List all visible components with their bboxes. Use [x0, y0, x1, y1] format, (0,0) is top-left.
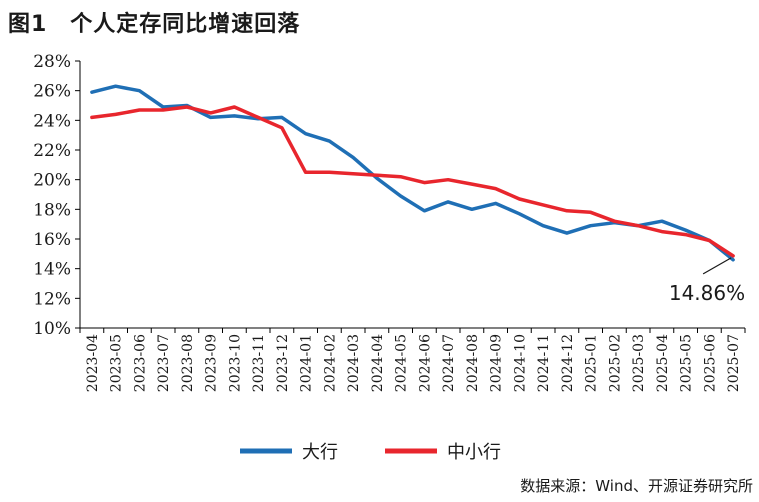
x-tick-label: 2024-04 — [370, 334, 386, 392]
legend-label-1: 大行 — [302, 442, 338, 463]
x-tick-label: 2023-12 — [275, 334, 291, 392]
x-tick-label: 2023-10 — [227, 334, 243, 392]
x-tick-label: 2023-04 — [85, 334, 101, 392]
x-tick-label: 2024-09 — [489, 334, 505, 392]
y-tick-label: 18% — [33, 200, 71, 220]
chart-lines — [90, 84, 735, 262]
annotation-leader — [702, 257, 732, 275]
legend-label-2: 中小行 — [447, 442, 501, 463]
x-tick-label: 2023-06 — [132, 334, 148, 392]
x-tick-label: 2025-06 — [702, 334, 718, 392]
x-tick-label: 2024-07 — [441, 334, 457, 392]
x-tick-label: 2024-03 — [346, 334, 362, 392]
x-tick-label: 2024-12 — [560, 334, 576, 392]
x-tick-label: 2025-07 — [726, 334, 742, 392]
x-tick-label: 2024-01 — [299, 334, 315, 392]
chart-legend: 大行 中小行 — [240, 442, 501, 463]
x-tick-label: 2023-08 — [180, 334, 196, 392]
series-line-1 — [90, 84, 735, 262]
chart-annotation: 14.86% — [669, 257, 745, 305]
x-tick-label: 2025-01 — [584, 334, 600, 392]
x-tick-label: 2025-04 — [655, 334, 671, 392]
y-tick-label: 26% — [33, 82, 71, 102]
x-tick-label: 2023-07 — [156, 334, 172, 392]
y-tick-label: 10% — [33, 319, 71, 339]
series-line-2 — [90, 105, 735, 258]
y-tick-label: 12% — [33, 289, 71, 309]
x-tick-label: 2023-11 — [251, 334, 267, 392]
y-tick-label: 22% — [33, 141, 71, 161]
x-tick-label: 2025-03 — [631, 334, 647, 392]
chart-axes: 10% 12% 14% 16% 18% 20% 22% 24% 26% 28% 2023-04 202… — [33, 52, 746, 392]
x-tick-label: 2024-08 — [465, 334, 481, 392]
figure-title: 图1 个人定存同比增速回落 — [8, 12, 301, 37]
source-note: 数据来源：Wind、开源证券研究所 — [520, 477, 753, 495]
x-tick-label: 2024-06 — [417, 334, 433, 392]
x-tick-label: 2024-05 — [394, 334, 410, 392]
y-tick-label: 24% — [33, 111, 71, 131]
x-tick-label: 2023-05 — [109, 334, 125, 392]
y-tick-label: 28% — [33, 52, 71, 72]
x-tick-label: 2024-02 — [322, 334, 338, 392]
annotation-label: 14.86% — [669, 281, 745, 305]
x-tick-label: 2024-10 — [512, 334, 528, 392]
y-tick-label: 16% — [33, 230, 71, 250]
x-tick-label: 2025-05 — [679, 334, 695, 392]
x-tick-label: 2025-02 — [607, 334, 623, 392]
x-tick-label: 2023-09 — [204, 334, 220, 392]
y-tick-label: 20% — [33, 171, 71, 191]
y-tick-label: 14% — [33, 260, 71, 280]
x-tick-label: 2024-11 — [536, 334, 552, 392]
